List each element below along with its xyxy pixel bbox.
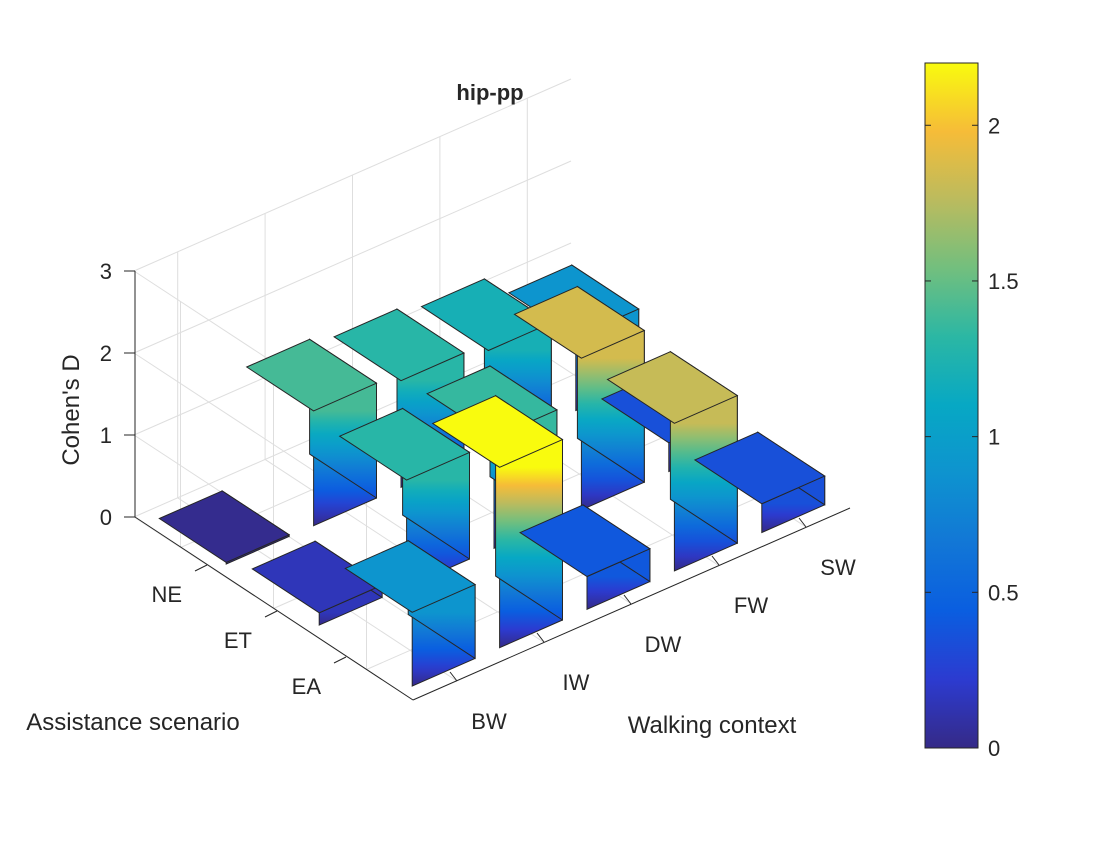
bars-layer <box>158 264 826 687</box>
colorbar-gradient <box>924 62 979 749</box>
labels-layer: 0 1 2 3 NE ET EA BW IW DW FW SW <box>100 259 856 734</box>
x-tick-label: SW <box>820 555 856 580</box>
colorbar-tick-label: 2 <box>988 113 1000 138</box>
bar-ET-IW <box>338 407 471 588</box>
y-tick-label: NE <box>151 582 182 607</box>
bar-EA-IW <box>431 394 564 649</box>
bar-EA-BW <box>344 539 477 687</box>
z-tick-label: 2 <box>100 341 112 366</box>
z-tick-label: 3 <box>100 259 112 284</box>
chart-title: hip-pp <box>456 80 523 105</box>
x-tick-label: FW <box>734 593 768 618</box>
y-axis-label: Assistance scenario <box>26 709 239 736</box>
bar-EA-FW <box>606 350 739 572</box>
z-axis-label: Cohen's D <box>58 354 85 465</box>
axis-layer <box>124 270 851 701</box>
bar-ET-FW <box>513 285 646 511</box>
y-tick-label: ET <box>224 628 252 653</box>
x-tick-label: DW <box>645 632 682 657</box>
bar-ET-BW <box>251 540 384 626</box>
x-axis-line <box>412 507 851 701</box>
colorbar-tick-label: 1.5 <box>988 269 1019 294</box>
y-axis-line <box>134 516 414 701</box>
bar-NE-IW <box>245 338 378 527</box>
z-tick-label: 0 <box>100 505 112 530</box>
colorbar: 0 0.5 1 1.5 2 <box>924 62 1019 761</box>
x-axis-label: Walking context <box>628 712 797 739</box>
bar-NE-BW <box>158 489 291 565</box>
x-tick-label: BW <box>471 709 507 734</box>
colorbar-tick-label: 0 <box>988 736 1000 761</box>
z-tick-label: 1 <box>100 423 112 448</box>
x-tick-label: IW <box>563 670 590 695</box>
colorbar-tick-label: 0.5 <box>988 580 1019 605</box>
y-tick-label: EA <box>292 674 322 699</box>
bar-EA-SW <box>693 431 826 534</box>
bar-EA-DW <box>519 503 651 611</box>
colorbar-tick-label: 1 <box>988 425 1000 450</box>
